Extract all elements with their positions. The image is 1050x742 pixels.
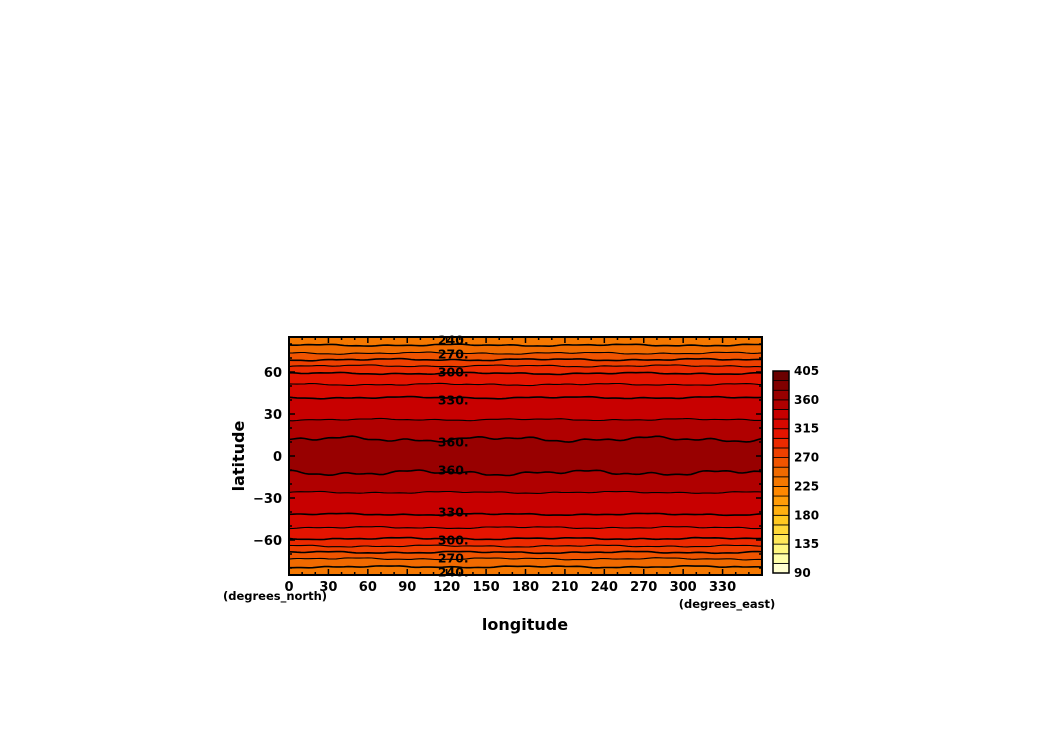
contour-label: 300. bbox=[438, 533, 469, 548]
contour-label: 240. bbox=[438, 332, 469, 347]
contour-labels: 240.270.300.330.360.360.330.300.270.240. bbox=[438, 332, 469, 580]
colorbar-tick-label: 90 bbox=[794, 566, 811, 580]
contour-line-255-north bbox=[289, 351, 762, 355]
y-tick-labels: −60 −30 0 30 60 bbox=[253, 366, 282, 549]
y-tick-label: 0 bbox=[273, 450, 282, 465]
colorbar-swatch bbox=[772, 447, 790, 458]
contour-line-330-south bbox=[289, 512, 762, 517]
colorbar-frame bbox=[772, 370, 790, 574]
x-tick-label: 270 bbox=[630, 580, 657, 595]
contour-line-270-south bbox=[289, 550, 762, 555]
x-tick-label: 30 bbox=[319, 580, 337, 595]
contour-label: 300. bbox=[438, 365, 469, 380]
contour-line-345-south bbox=[289, 490, 762, 494]
contour-line-315-north bbox=[289, 382, 762, 387]
contour-line-240-south bbox=[289, 565, 762, 569]
colorbar-swatch bbox=[772, 543, 790, 555]
colorbar-swatch bbox=[772, 428, 790, 439]
y-tick-label: 60 bbox=[264, 366, 282, 381]
x-tick-labels: 0 30 60 90 120 150 180 210 240 270 300 330 bbox=[284, 580, 736, 595]
contour-label: 270. bbox=[438, 551, 469, 566]
colorbar-tick-label: 135 bbox=[794, 537, 819, 551]
contour-label: 270. bbox=[438, 346, 469, 361]
colorbar-swatch bbox=[772, 389, 790, 401]
colorbar-tick-label: 270 bbox=[794, 451, 819, 465]
contour-lines bbox=[289, 343, 762, 569]
x-tick-label: 120 bbox=[433, 580, 460, 595]
colorbar-tick-labels: 90 135 180 225 270 315 360 405 bbox=[794, 364, 819, 580]
y-tick-label: −30 bbox=[253, 492, 282, 507]
contour-line-360-north bbox=[289, 435, 762, 443]
colorbar-swatch bbox=[772, 553, 790, 564]
x-tick-label: 150 bbox=[473, 580, 500, 595]
contour-line-255-south bbox=[289, 557, 762, 561]
contour-label: 330. bbox=[438, 505, 469, 520]
colorbar-tick-label: 180 bbox=[794, 508, 819, 522]
colorbar-swatch bbox=[772, 437, 790, 449]
x-tick-label: 180 bbox=[512, 580, 539, 595]
colorbar-swatch bbox=[772, 418, 790, 430]
y-axis-title: latitude bbox=[229, 420, 248, 491]
colorbar-swatch bbox=[772, 514, 790, 526]
y-tick-label: 30 bbox=[264, 408, 282, 423]
colorbar bbox=[772, 370, 790, 574]
contour-line-315-south bbox=[289, 525, 762, 530]
contour-line-240-north bbox=[289, 343, 762, 348]
contour-line-300-south bbox=[289, 536, 762, 541]
x-tick-label: 240 bbox=[591, 580, 618, 595]
axis-ticks bbox=[288, 337, 763, 575]
contour-line-330-north bbox=[289, 395, 762, 400]
colorbar-tick-label: 315 bbox=[794, 422, 819, 436]
contour-line-285-south bbox=[289, 544, 762, 548]
colorbar-swatch bbox=[772, 370, 790, 382]
colorbar-tick-label: 405 bbox=[794, 364, 819, 378]
x-tick-label: 0 bbox=[284, 580, 293, 595]
x-tick-label: 90 bbox=[398, 580, 416, 595]
y-tick-label: −60 bbox=[253, 534, 282, 549]
colorbar-tick-label: 225 bbox=[794, 479, 819, 493]
contour-line-345-north bbox=[289, 417, 762, 422]
colorbar-swatch bbox=[772, 486, 790, 497]
colorbar-swatch bbox=[772, 534, 790, 545]
contour-label: 330. bbox=[438, 393, 469, 408]
colorbar-swatch bbox=[772, 476, 790, 487]
colorbar-swatch bbox=[772, 562, 790, 574]
contour-label: 240. bbox=[438, 565, 469, 580]
contour-line-360-south bbox=[289, 469, 762, 477]
colorbar-swatch bbox=[772, 466, 790, 478]
x-tick-label: 210 bbox=[551, 580, 578, 595]
x-tick-label: 300 bbox=[670, 580, 697, 595]
colorbar-swatch bbox=[772, 409, 790, 420]
y-units-label: (degrees_north) bbox=[223, 589, 327, 604]
x-units-label: (degrees_east) bbox=[679, 597, 776, 612]
x-tick-label: 330 bbox=[709, 580, 736, 595]
colorbar-swatch bbox=[772, 495, 790, 507]
contour-label: 360. bbox=[438, 435, 469, 450]
colorbar-tick-label: 360 bbox=[794, 393, 819, 407]
colorbar-swatch bbox=[772, 399, 790, 410]
contour-line-270-north bbox=[289, 357, 762, 362]
colorbar-swatch bbox=[772, 457, 790, 468]
colorbar-swatch bbox=[772, 380, 790, 391]
colorbar-swatch bbox=[772, 524, 790, 535]
contour-line-285-north bbox=[289, 364, 762, 368]
x-tick-label: 60 bbox=[359, 580, 377, 595]
colorbar-swatch bbox=[772, 505, 790, 516]
contour-line-300-north bbox=[289, 371, 762, 376]
contour-label: 360. bbox=[438, 463, 469, 478]
x-axis-title: longitude bbox=[482, 615, 568, 634]
contour-band-360 bbox=[289, 436, 762, 476]
